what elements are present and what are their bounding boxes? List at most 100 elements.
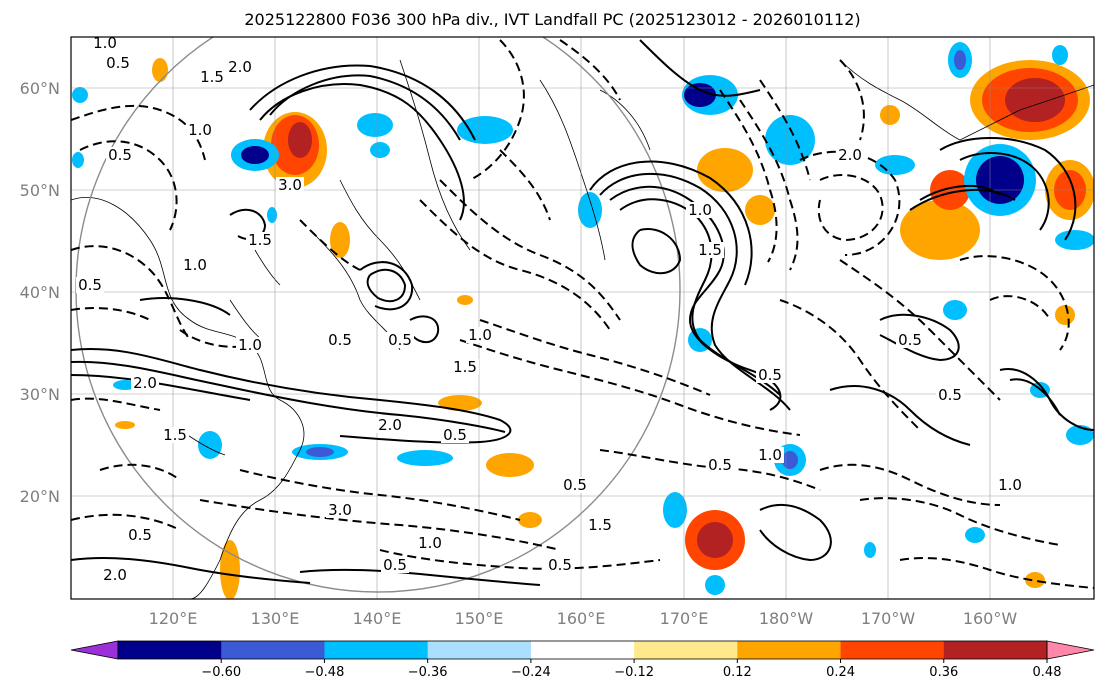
contour-label: 1.5 [200, 68, 224, 86]
contour-label-bg [186, 122, 214, 138]
contour-label: 1.0 [183, 256, 207, 274]
contour-label-bg [451, 359, 479, 375]
lat-label: 20°N [20, 487, 60, 506]
map-frame [70, 36, 1095, 600]
contour-label-bg [416, 535, 444, 551]
colorbar-tick-label: 0.48 [1033, 665, 1062, 680]
contour-label: 1.5 [248, 231, 272, 249]
contour-label-bg [546, 557, 574, 573]
contour-label: 0.5 [106, 54, 130, 72]
colorbar-extend-low [70, 640, 119, 660]
map-title: 2025122800 F036 300 hPa div., IVT Landfa… [244, 10, 861, 29]
gridlines [71, 37, 1094, 599]
lon-label: 140°E [353, 609, 402, 628]
lon-label: 130°E [251, 609, 300, 628]
contour-label: 0.5 [78, 276, 102, 294]
contour-label-bg [246, 232, 274, 248]
contour-label: 0.5 [108, 146, 132, 164]
contour-label-bg [326, 332, 354, 348]
lon-label: 170°W [861, 609, 916, 628]
contour-label: 2.0 [378, 416, 402, 434]
contour-label-bg [104, 55, 132, 71]
contour-label-bg [326, 502, 354, 518]
contour-label-bg [198, 69, 226, 85]
lat-label: 50°N [20, 181, 60, 200]
contour-label-bg [686, 202, 714, 218]
solid-contours [71, 39, 1094, 586]
colorbar-segment [943, 641, 1048, 659]
contour-label-bg [181, 257, 209, 273]
contour-label-bg [836, 147, 864, 163]
contour-label: 2.0 [228, 58, 252, 76]
contour-label-bg [586, 517, 614, 533]
lon-label: 170°E [660, 609, 709, 628]
contour-label-bg [126, 527, 154, 543]
colorbar-segment [118, 641, 222, 659]
contour-label: 0.5 [563, 476, 587, 494]
contour-label-bg [76, 277, 104, 293]
contour-label: 3.0 [278, 176, 302, 194]
lon-label: 180°W [759, 609, 814, 628]
contour-label-bg [896, 332, 924, 348]
colorbar-tick-label: −0.60 [201, 665, 241, 680]
colorbar: −0.60 −0.48 −0.36 −0.24 −0.12 0.12 0.24 0.36 0.4… [70, 640, 1095, 680]
contour-label-bg [91, 37, 119, 51]
contour-label-bg [441, 427, 469, 443]
contour-label: 0.5 [388, 331, 412, 349]
contour-label: 0.5 [328, 331, 352, 349]
contour-label: 0.5 [383, 556, 407, 574]
contour-label-bg [936, 387, 964, 403]
contour-label-bg [236, 337, 264, 353]
lon-label: 120°E [149, 609, 198, 628]
contour-label: 0.5 [128, 526, 152, 544]
contour-label-bg [756, 447, 784, 463]
contour-label-bg [161, 427, 189, 443]
colorbar-segment [840, 641, 945, 659]
latitude-labels: 60°N 50°N 40°N 30°N 20°N [20, 79, 60, 506]
contour-label: 1.0 [688, 201, 712, 219]
longitude-labels: 120°E 130°E 140°E 150°E 160°E 170°E 180°… [149, 609, 1018, 628]
contour-label-bg [101, 567, 129, 583]
contour-labels: 1.00.51.52.03.01.00.51.50.51.02.01.50.51… [76, 34, 1024, 584]
shading-layer [72, 42, 1094, 599]
contour-label-bg [106, 147, 134, 163]
contour-label: 1.0 [468, 326, 492, 344]
colorbar-segment [324, 641, 429, 659]
colorbar-tick-label: −0.12 [614, 665, 654, 680]
contour-label-bg [276, 177, 304, 193]
dashed-contours [71, 39, 1094, 589]
contour-label: 0.5 [708, 456, 732, 474]
contour-label: 1.5 [588, 516, 612, 534]
contour-label: 1.5 [453, 358, 477, 376]
colorbar-tick-label: −0.48 [305, 665, 345, 680]
contour-label: 2.0 [103, 566, 127, 584]
lon-label: 160°W [963, 609, 1018, 628]
contour-label: 1.0 [93, 34, 117, 52]
contour-label: 3.0 [328, 501, 352, 519]
contour-label: 1.0 [418, 534, 442, 552]
contour-label: 0.5 [548, 556, 572, 574]
contour-label: 0.5 [443, 426, 467, 444]
contour-label: 0.5 [898, 331, 922, 349]
lat-label: 30°N [20, 385, 60, 404]
contour-label-bg [376, 417, 404, 433]
colorbar-extend-high [1046, 640, 1095, 660]
contour-label-bg [706, 457, 734, 473]
colorbar-outline [117, 640, 1048, 660]
contour-label-bg [131, 375, 159, 391]
contour-label: 1.0 [188, 121, 212, 139]
colorbar-segment [221, 641, 325, 659]
colorbar-tick-label: 0.36 [929, 665, 958, 680]
contour-label: 1.0 [758, 446, 782, 464]
contour-label-bg [561, 477, 589, 493]
contour-label: 2.0 [133, 374, 157, 392]
contour-label: 2.0 [838, 146, 862, 164]
colorbar-tick-label: 0.24 [826, 665, 855, 680]
contour-label-bg [466, 327, 494, 343]
colorbar-segment [530, 641, 635, 659]
contour-label: 1.5 [163, 426, 187, 444]
lon-label: 150°E [455, 609, 504, 628]
contour-label: 0.5 [758, 366, 782, 384]
colorbar-segment [634, 641, 738, 659]
